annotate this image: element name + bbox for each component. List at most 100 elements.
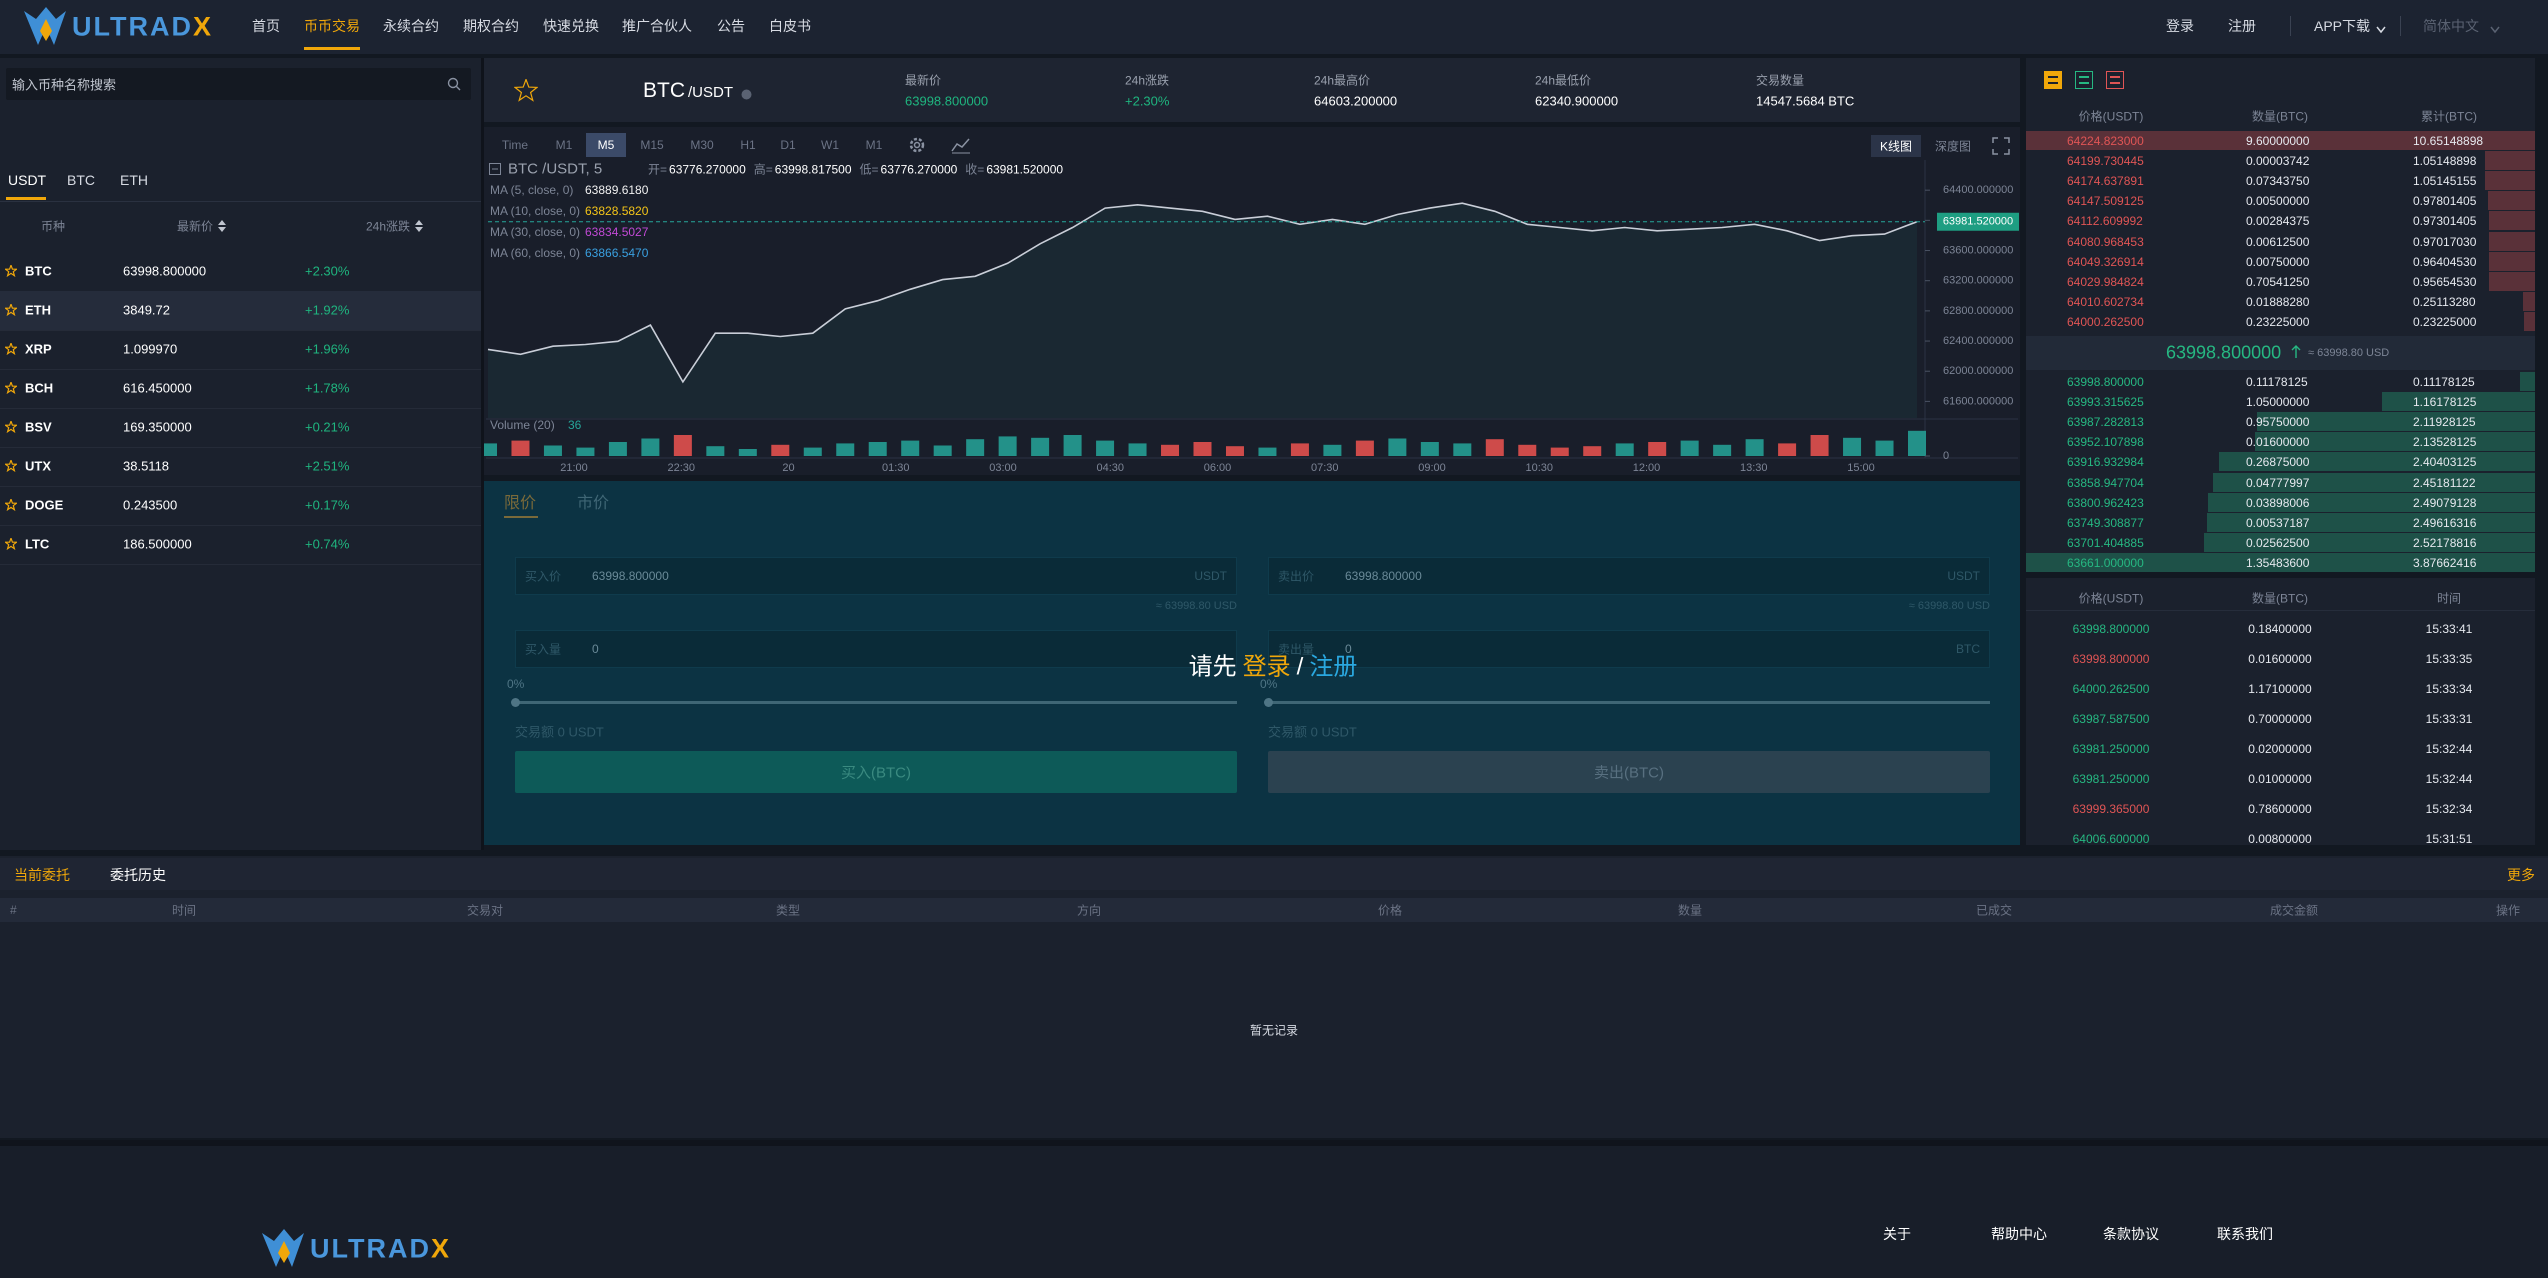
market-row[interactable] — [0, 447, 481, 487]
price-input[interactable] — [515, 557, 1237, 595]
favorite-star[interactable] — [3, 536, 19, 551]
favorite-star[interactable] — [3, 497, 19, 512]
book-price[interactable]: 63858.947704 — [2067, 475, 2144, 490]
nav-item[interactable]: 期权合约 — [463, 18, 519, 34]
nav-item[interactable]: 永续合约 — [383, 18, 439, 34]
slider-track[interactable] — [515, 701, 1237, 704]
register-link[interactable]: 注册 — [1309, 653, 1358, 681]
book-price[interactable]: 63998.800000 — [2067, 375, 2144, 389]
book-mode-icon[interactable] — [2044, 71, 2062, 89]
footer-link[interactable]: 关于 — [1883, 1226, 1911, 1242]
favorite-star[interactable] — [3, 302, 19, 317]
slider-track[interactable] — [1268, 701, 1990, 704]
footer-link[interactable]: 帮助中心 — [1991, 1226, 2047, 1242]
column-header[interactable]: 最新价 — [176, 219, 214, 234]
book-price[interactable]: 63993.315625 — [2067, 395, 2144, 410]
book-price[interactable]: 63952.107898 — [2067, 435, 2144, 450]
interval-button[interactable]: Time — [501, 138, 529, 152]
book-price[interactable]: 63661.000000 — [2067, 555, 2144, 570]
nav-item[interactable]: 公告 — [717, 18, 745, 34]
book-price[interactable]: 64147.509125 — [2067, 194, 2144, 209]
market-tab[interactable]: BTC — [67, 172, 95, 188]
book-price[interactable]: 64112.609992 — [2067, 214, 2143, 229]
form-tab[interactable]: 市价 — [576, 495, 610, 512]
slider-knob[interactable] — [1264, 698, 1273, 707]
search-box[interactable] — [6, 68, 471, 100]
favorite-star[interactable] — [3, 341, 19, 356]
view-button[interactable]: K线图 — [1879, 139, 1913, 154]
buy-button[interactable] — [515, 751, 1237, 793]
market-row[interactable] — [0, 486, 481, 526]
market-tab[interactable]: ETH — [120, 172, 148, 188]
favorite-star[interactable] — [3, 419, 19, 434]
market-tab[interactable]: USDT — [8, 172, 47, 188]
register-link[interactable]: 注册 — [2228, 18, 2256, 34]
nav-item[interactable]: 快速兑换 — [543, 18, 599, 34]
volume-bar — [1615, 443, 1634, 456]
book-price[interactable]: 64010.602734 — [2067, 294, 2144, 309]
book-price[interactable]: 64174.637891 — [2067, 174, 2144, 189]
market-row[interactable] — [0, 291, 481, 331]
favorite-star[interactable] — [3, 458, 19, 473]
interval-button[interactable]: H1 — [740, 138, 756, 152]
amount-input[interactable] — [1268, 630, 1990, 668]
nav-item[interactable]: 推广合伙人 — [622, 18, 692, 34]
price: 3849.72 — [123, 302, 170, 318]
market-row[interactable] — [0, 369, 481, 409]
interval-button[interactable]: M1 — [555, 138, 573, 152]
book-price[interactable]: 63749.308877 — [2067, 515, 2144, 530]
column-header[interactable]: 24h涨跌 — [365, 219, 411, 234]
footer-link[interactable]: 条款协议 — [2103, 1226, 2159, 1242]
nav-item[interactable]: 白皮书 — [769, 18, 811, 34]
app-download[interactable]: APP下载 — [2314, 18, 2371, 34]
gear-hub — [913, 141, 921, 149]
book-price[interactable]: 64000.262500 — [2067, 314, 2144, 329]
favorite-star[interactable] — [3, 263, 19, 278]
book-price[interactable]: 64224.823000 — [2067, 134, 2144, 148]
interval-button[interactable]: D1 — [780, 138, 796, 152]
price-input[interactable] — [1268, 557, 1990, 595]
footer — [0, 1146, 2548, 1278]
sell-button[interactable] — [1268, 751, 1990, 793]
settings-icon[interactable] — [908, 136, 926, 154]
book-mode-icon[interactable] — [2075, 71, 2093, 89]
collapse-icon[interactable] — [489, 163, 501, 175]
arrow-shape — [2291, 345, 2301, 358]
nav-item[interactable]: 币币交易 — [304, 18, 360, 34]
book-price[interactable]: 63800.962423 — [2067, 495, 2144, 510]
nav-item[interactable]: 首页 — [252, 18, 280, 34]
fullscreen-icon[interactable] — [1992, 137, 2010, 155]
book-price[interactable]: 63987.282813 — [2067, 415, 2144, 430]
book-price[interactable]: 63701.404885 — [2067, 535, 2144, 550]
book-price[interactable]: 64199.730445 — [2067, 154, 2144, 169]
book-mode-icon[interactable] — [2106, 71, 2124, 89]
interval-button[interactable]: M30 — [690, 138, 714, 152]
book-price[interactable]: 64029.984824 — [2067, 274, 2144, 289]
favorite-star[interactable] — [513, 77, 539, 103]
interval-button[interactable]: W1 — [821, 138, 839, 152]
amount-input[interactable] — [515, 630, 1237, 668]
volume-bar — [1453, 443, 1472, 456]
slider-knob[interactable] — [511, 698, 520, 707]
book-price[interactable]: 63916.932984 — [2067, 455, 2144, 470]
footer-link[interactable]: 联系我们 — [2217, 1226, 2273, 1242]
market-row[interactable] — [0, 408, 481, 448]
language-select[interactable]: 简体中文 — [2423, 18, 2479, 34]
form-tab[interactable]: 限价 — [503, 495, 537, 512]
orders-tab[interactable]: 当前委托 — [14, 867, 70, 883]
interval-button[interactable]: M15 — [640, 138, 664, 152]
view-button[interactable]: 深度图 — [1934, 139, 1972, 154]
login-link[interactable]: 登录 — [1242, 653, 1291, 681]
orders-tab[interactable]: 委托历史 — [110, 867, 166, 883]
interval-button[interactable]: M5 — [597, 138, 615, 152]
market-row[interactable] — [0, 252, 481, 292]
interval-button[interactable]: M1 — [865, 138, 883, 152]
login-link[interactable]: 登录 — [2166, 18, 2194, 34]
market-row[interactable] — [0, 330, 481, 370]
indicator-icon[interactable] — [951, 136, 971, 154]
more-link[interactable]: 更多 — [2507, 867, 2535, 883]
market-row[interactable] — [0, 525, 481, 565]
book-price[interactable]: 64049.326914 — [2067, 254, 2144, 269]
book-price[interactable]: 64080.968453 — [2067, 234, 2144, 249]
favorite-star[interactable] — [3, 380, 19, 395]
